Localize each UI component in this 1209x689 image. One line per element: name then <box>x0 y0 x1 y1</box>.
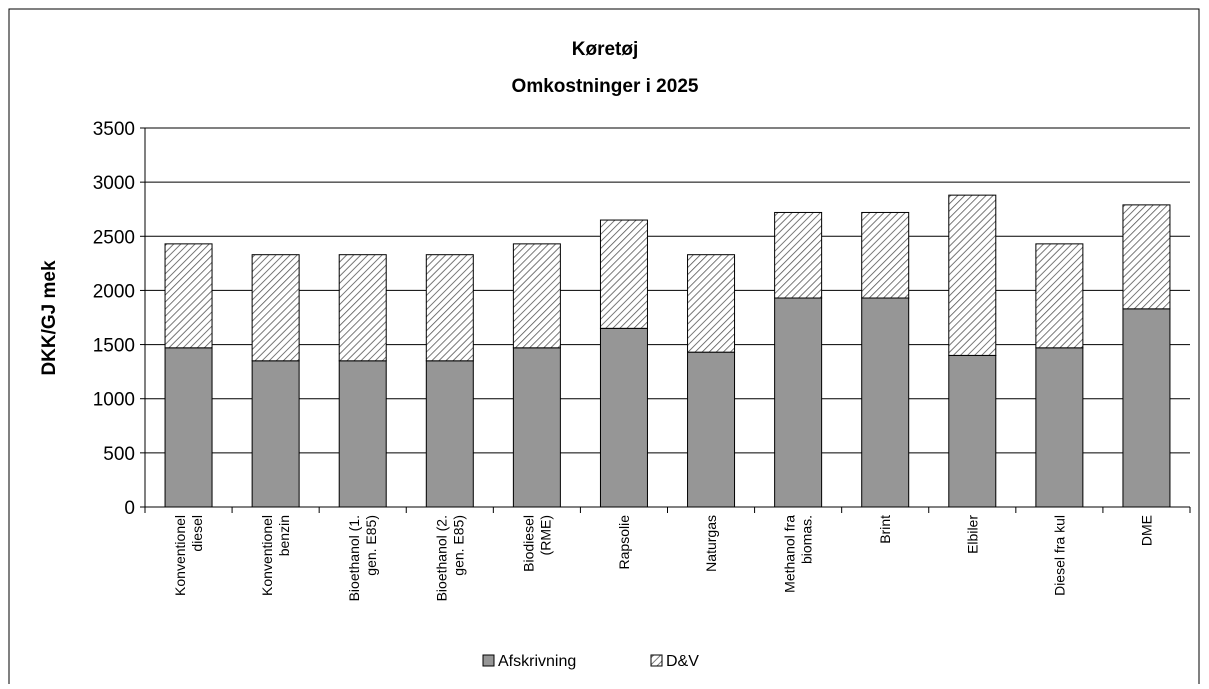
legend-swatch <box>650 654 663 667</box>
legend-label: Afskrivning <box>498 653 576 670</box>
y-tick-label: 3500 <box>93 119 135 140</box>
bar-segment <box>861 297 910 508</box>
bar-segment <box>599 327 648 508</box>
bar-segment <box>338 360 387 508</box>
x-tick-label: Konventionelbenzin <box>259 515 292 596</box>
bar-segment <box>774 297 823 508</box>
bar-segment <box>251 254 300 362</box>
legend-swatch <box>482 654 495 667</box>
bar-segment <box>164 347 213 508</box>
bar-segment <box>774 211 823 299</box>
bar-segment <box>1035 243 1084 349</box>
bar-segment <box>948 354 997 508</box>
x-tick-label: Biodiesel(RME) <box>520 515 553 572</box>
bar-segment <box>861 211 910 299</box>
bar-segment <box>1035 347 1084 508</box>
x-tick-label: Konventioneldiesel <box>172 515 205 596</box>
x-tick-label: Bioethanol (1.gen. E85) <box>346 515 379 601</box>
bar-segment <box>425 254 474 362</box>
chart-subtitle: Omkostninger i 2025 <box>512 76 699 97</box>
y-tick-label: 0 <box>124 498 135 519</box>
legend-label: D&V <box>666 653 699 670</box>
x-tick-label: Elbiler <box>964 515 980 554</box>
x-tick-label: Rapsolie <box>616 515 632 570</box>
bar-segment <box>599 219 648 329</box>
bar-segment <box>164 243 213 349</box>
bar-segment <box>425 360 474 508</box>
y-tick-label: 1000 <box>93 390 135 411</box>
bar-segment <box>338 254 387 362</box>
x-tick-label: Methanol frabiomas. <box>782 515 815 593</box>
y-tick-label: 2500 <box>93 227 135 248</box>
y-tick-label: 2000 <box>93 281 135 302</box>
bar-segment <box>512 243 561 349</box>
plot-area <box>145 128 1190 507</box>
bar-segment <box>1122 204 1171 310</box>
bar-segment <box>687 254 736 353</box>
y-tick-label: 1500 <box>93 336 135 357</box>
x-tick-label: Naturgas <box>703 515 719 572</box>
x-tick-label: Brint <box>877 515 893 544</box>
y-tick-label: 500 <box>103 444 135 465</box>
x-tick-label: Bioethanol (2.gen. E85) <box>433 515 466 601</box>
bar-segment <box>512 347 561 508</box>
x-tick-label: Diesel fra kul <box>1051 515 1067 596</box>
bar-segment <box>687 351 736 508</box>
bar-segment <box>1122 308 1171 508</box>
chart-title: Køretøj <box>572 39 639 60</box>
y-tick-label: 3000 <box>93 173 135 194</box>
x-tick-label: DME <box>1138 515 1154 546</box>
bar-segment <box>251 360 300 508</box>
bar-segment <box>948 194 997 356</box>
y-axis-label: DKK/GJ mek <box>39 260 60 376</box>
